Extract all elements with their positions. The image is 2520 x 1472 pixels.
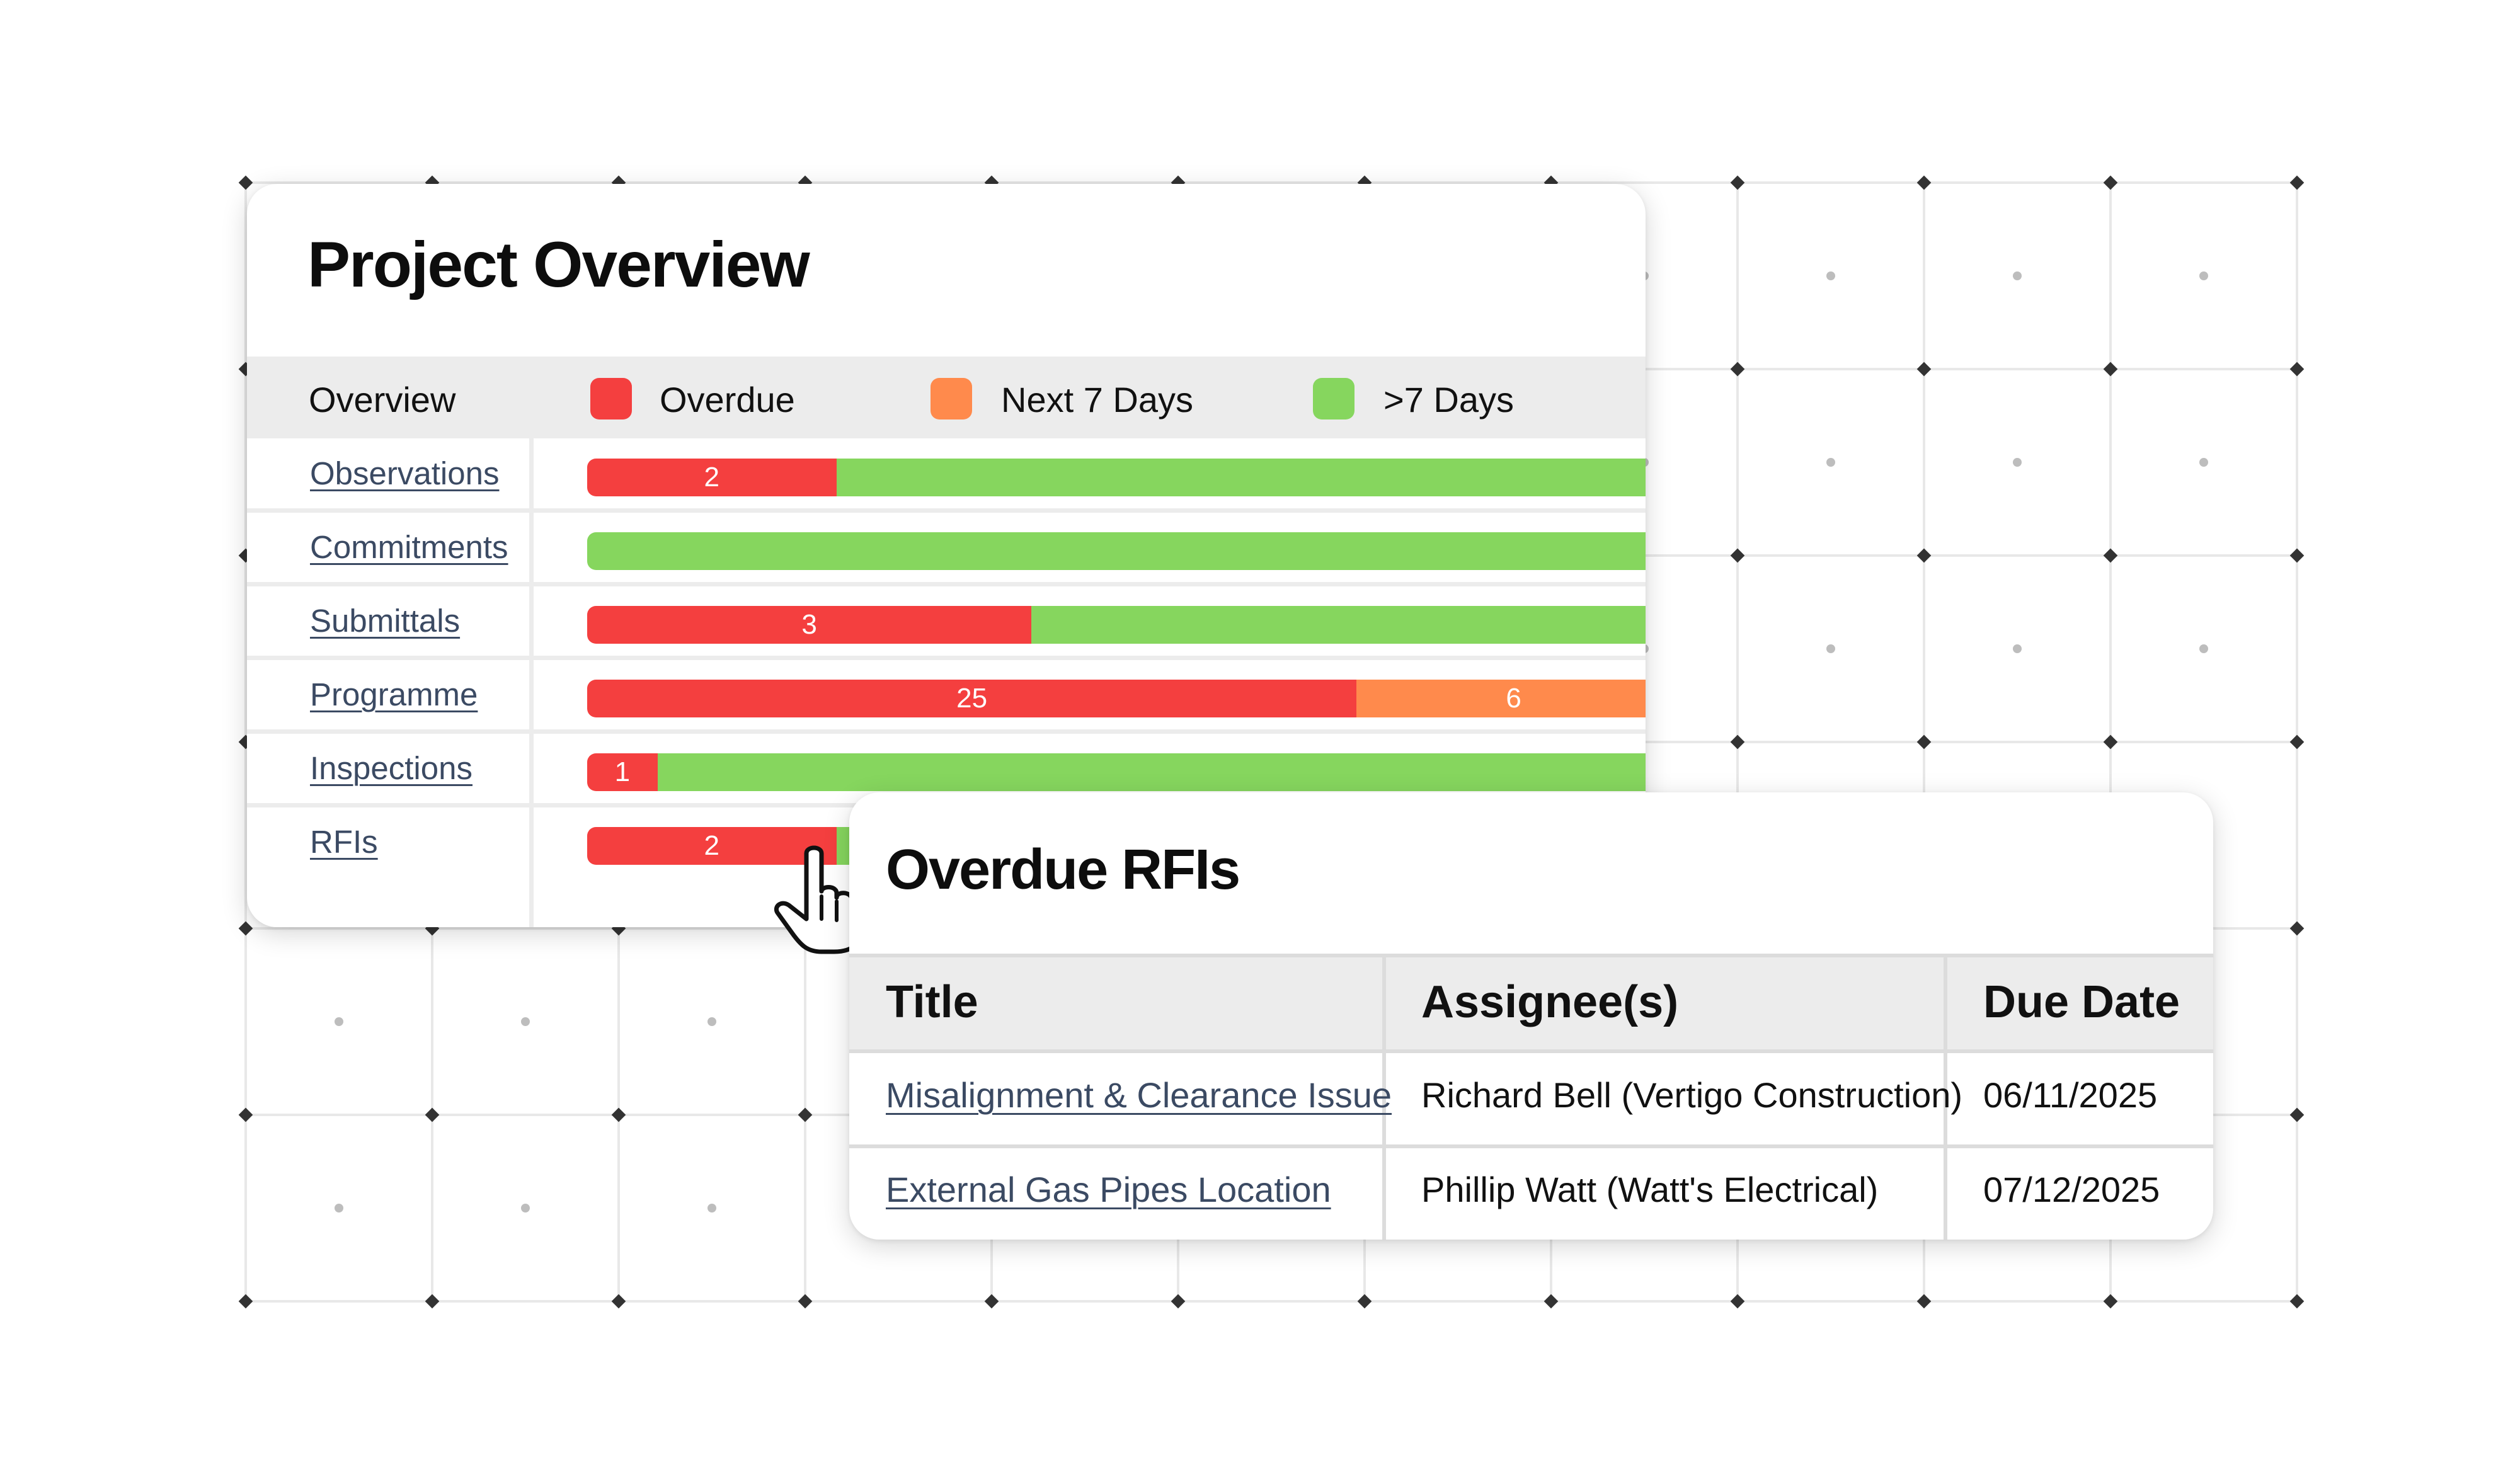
overview-row: Commitments: [247, 512, 1646, 582]
bar-segment-label: 2: [704, 462, 720, 493]
bar-segment-later[interactable]: [1031, 606, 1646, 644]
bar-segment-label: 1: [614, 756, 631, 787]
status-bar[interactable]: 2: [587, 459, 1646, 496]
row-divider: [247, 656, 529, 660]
project-overview-title: Project Overview: [307, 229, 810, 300]
legend-label-later: >7 Days: [1383, 380, 1514, 419]
overview-row: Submittals 3: [247, 586, 1646, 656]
column-divider: [1382, 954, 1386, 1240]
table-border: [849, 1144, 2213, 1148]
legend-label-next-7-days: Next 7 Days: [1001, 380, 1193, 419]
legend-bar: Overview Overdue Next 7 Days >7 Days: [247, 357, 1646, 438]
overview-row-link[interactable]: Commitments: [310, 529, 508, 565]
table-border: [849, 1049, 2213, 1053]
row-divider: [247, 803, 529, 807]
status-bar[interactable]: 1: [587, 753, 1646, 791]
rfi-title-link[interactable]: Misalignment & Clearance Issue: [886, 1075, 1392, 1115]
bar-segment-overdue[interactable]: 2: [587, 827, 837, 865]
overview-row-link[interactable]: Inspections: [310, 750, 472, 786]
overview-row-link[interactable]: Programme: [310, 676, 478, 712]
rfi-assignee: Richard Bell (Vertigo Construction): [1421, 1075, 1963, 1115]
bar-segment-overdue[interactable]: 25: [587, 680, 1357, 717]
rfi-assignee: Phillip Watt (Watt's Electrical): [1421, 1170, 1879, 1209]
overdue-rfis-card: Overdue RFIs Title Assignee(s) Due Date …: [849, 792, 2213, 1240]
column-header-title: Title: [886, 977, 978, 1027]
bar-segment-overdue[interactable]: 2: [587, 459, 837, 496]
table-border: [849, 954, 2213, 957]
bar-segment-label: 6: [1506, 683, 1521, 714]
bar-segment-later[interactable]: [587, 532, 1646, 570]
row-divider: [247, 508, 529, 513]
row-divider: [534, 582, 1646, 586]
rfi-table-header: Title Assignee(s) Due Date: [849, 954, 2213, 1049]
overview-row-link[interactable]: Submittals: [310, 603, 461, 639]
status-bar[interactable]: 3: [587, 606, 1646, 644]
rfi-due-date: 07/12/2025: [1983, 1170, 2160, 1209]
later-swatch: [1313, 378, 1354, 419]
overdue-swatch: [590, 378, 632, 419]
row-divider: [534, 656, 1646, 660]
overdue-rfis-title: Overdue RFIs: [886, 838, 1240, 901]
column-header-due-date: Due Date: [1983, 977, 2180, 1027]
overview-row: Programme 25 6: [247, 659, 1646, 729]
bar-segment-next7[interactable]: 6: [1356, 680, 1646, 717]
column-header-assignees: Assignee(s): [1421, 977, 1679, 1027]
rfi-due-date: 06/11/2025: [1983, 1075, 2158, 1115]
status-bar[interactable]: 25 6: [587, 680, 1646, 717]
row-divider: [247, 729, 529, 734]
next-7-days-swatch: [931, 378, 972, 419]
column-divider: [1944, 954, 1947, 1240]
bar-segment-later[interactable]: [836, 459, 1646, 496]
overview-column-divider: [529, 438, 534, 927]
legend-header: Overview: [309, 380, 456, 419]
overview-row: Inspections 1: [247, 733, 1646, 803]
overview-row: Observations 2: [247, 438, 1646, 508]
bar-segment-overdue[interactable]: 3: [587, 606, 1032, 644]
row-divider: [247, 582, 529, 586]
legend-label-overdue: Overdue: [660, 380, 795, 419]
overview-row-link[interactable]: Observations: [310, 455, 500, 491]
bar-segment-label: 3: [801, 609, 817, 640]
row-divider: [534, 508, 1646, 513]
overview-row-link[interactable]: RFIs: [310, 824, 378, 860]
bar-segment-overdue[interactable]: 1: [587, 753, 658, 791]
status-bar[interactable]: [587, 532, 1646, 570]
rfi-title-link[interactable]: External Gas Pipes Location: [886, 1170, 1331, 1209]
bar-segment-later[interactable]: [657, 753, 1646, 791]
bar-segment-label: 2: [704, 830, 720, 861]
bar-segment-label: 25: [956, 683, 988, 714]
row-divider: [534, 729, 1646, 734]
